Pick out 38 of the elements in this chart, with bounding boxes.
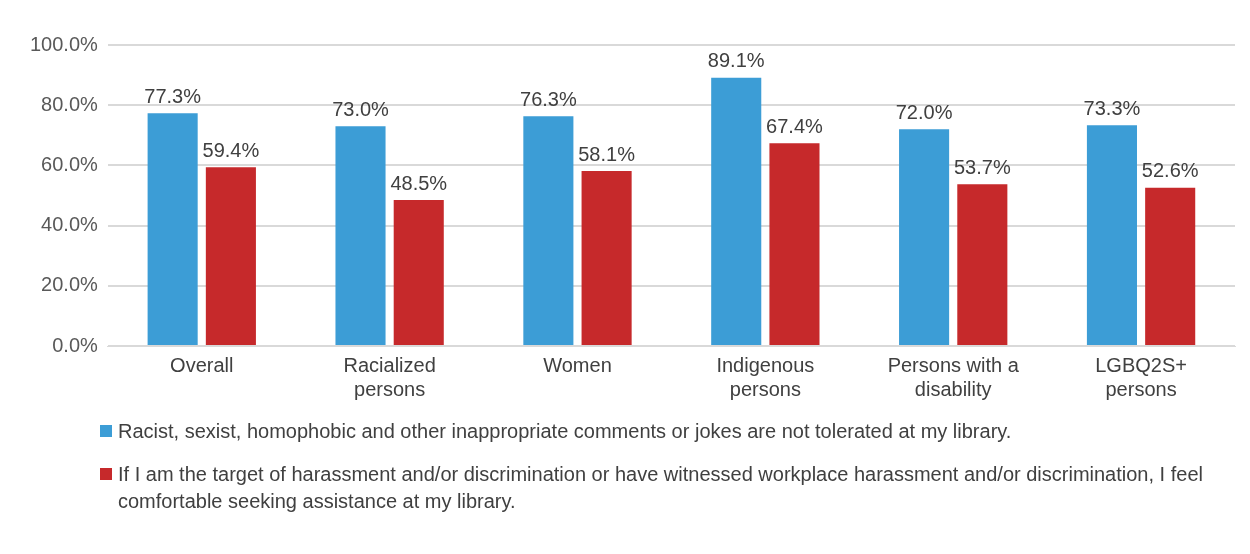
legend-label: If I am the target of harassment and/or discrimination or have witnessed workplace harassment and/or discrimination, I feel comfortable seeking assistance at my library. [118, 463, 1203, 512]
x-tick-label: Racialized persons [343, 353, 436, 400]
data-label: 73.0% [332, 97, 390, 120]
bar [1086, 125, 1137, 345]
x-tick-label: Persons with a disability [887, 353, 1020, 400]
bar [711, 77, 762, 345]
bar [581, 171, 632, 345]
legend-label: Racist, sexist, homophobic and other inappropriate comments or jokes are not tolerated at my library. [118, 420, 1012, 442]
y-tick-label: 100.0% [29, 32, 99, 55]
x-tick-label: Women [543, 353, 612, 376]
bar [393, 200, 444, 345]
bar [335, 126, 386, 345]
y-tick-label: 60.0% [41, 152, 99, 175]
bar [899, 129, 950, 345]
data-label: 76.3% [520, 87, 577, 110]
data-label: 53.7% [953, 155, 1011, 178]
y-tick-label: 80.0% [41, 92, 99, 115]
bar [205, 167, 256, 345]
data-label: 72.0% [895, 100, 953, 123]
data-label: 77.3% [144, 84, 202, 107]
x-tick-label: Indigenous persons [716, 353, 815, 400]
bar [1145, 187, 1196, 345]
data-label: 52.6% [1141, 159, 1199, 182]
data-label: 59.4% [202, 138, 260, 161]
data-label: 48.5% [390, 171, 448, 194]
y-tick-label: 20.0% [41, 273, 99, 296]
data-label: 67.4% [766, 114, 824, 137]
bar [957, 184, 1008, 345]
bar [147, 113, 198, 345]
data-label: 58.1% [578, 142, 636, 165]
x-tick-label: Overall [170, 353, 234, 376]
bar [769, 143, 820, 345]
bar [523, 116, 574, 345]
data-label: 73.3% [1083, 96, 1141, 119]
data-label: 89.1% [707, 49, 765, 72]
x-tick-label: LGBQ2S+ persons [1095, 353, 1187, 400]
y-tick-label: 40.0% [41, 213, 99, 236]
y-tick-label: 0.0% [52, 333, 99, 356]
